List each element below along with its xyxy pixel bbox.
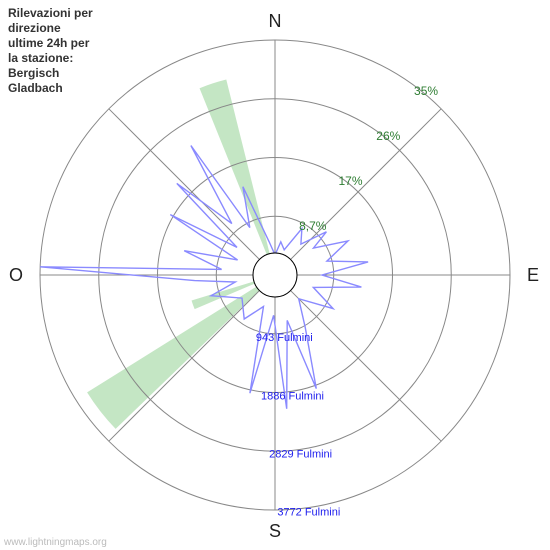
chart-title: Rilevazioni per direzione ultime 24h per… [8,6,93,96]
pct-ring-label: 8,7% [299,219,327,233]
count-ring-label: 1886 Fulmini [261,390,324,402]
cardinal-label: E [527,265,539,285]
cardinal-label: S [269,521,281,541]
cardinal-label: N [269,11,282,31]
attribution-footer: www.lightningmaps.org [4,537,107,548]
pct-ring-label: 26% [376,129,400,143]
green-wedge [200,80,275,275]
count-ring-label: 943 Fulmini [256,332,313,344]
center-circle [253,253,297,297]
green-wedge [87,275,275,429]
pct-ring-label: 17% [339,174,363,188]
count-ring-label: 2829 Fulmini [269,448,332,460]
grid-spoke [291,109,442,260]
count-ring-label: 3772 Fulmini [277,507,340,519]
pct-ring-label: 35% [414,84,438,98]
grid-spoke [291,291,442,442]
cardinal-label: O [9,265,23,285]
